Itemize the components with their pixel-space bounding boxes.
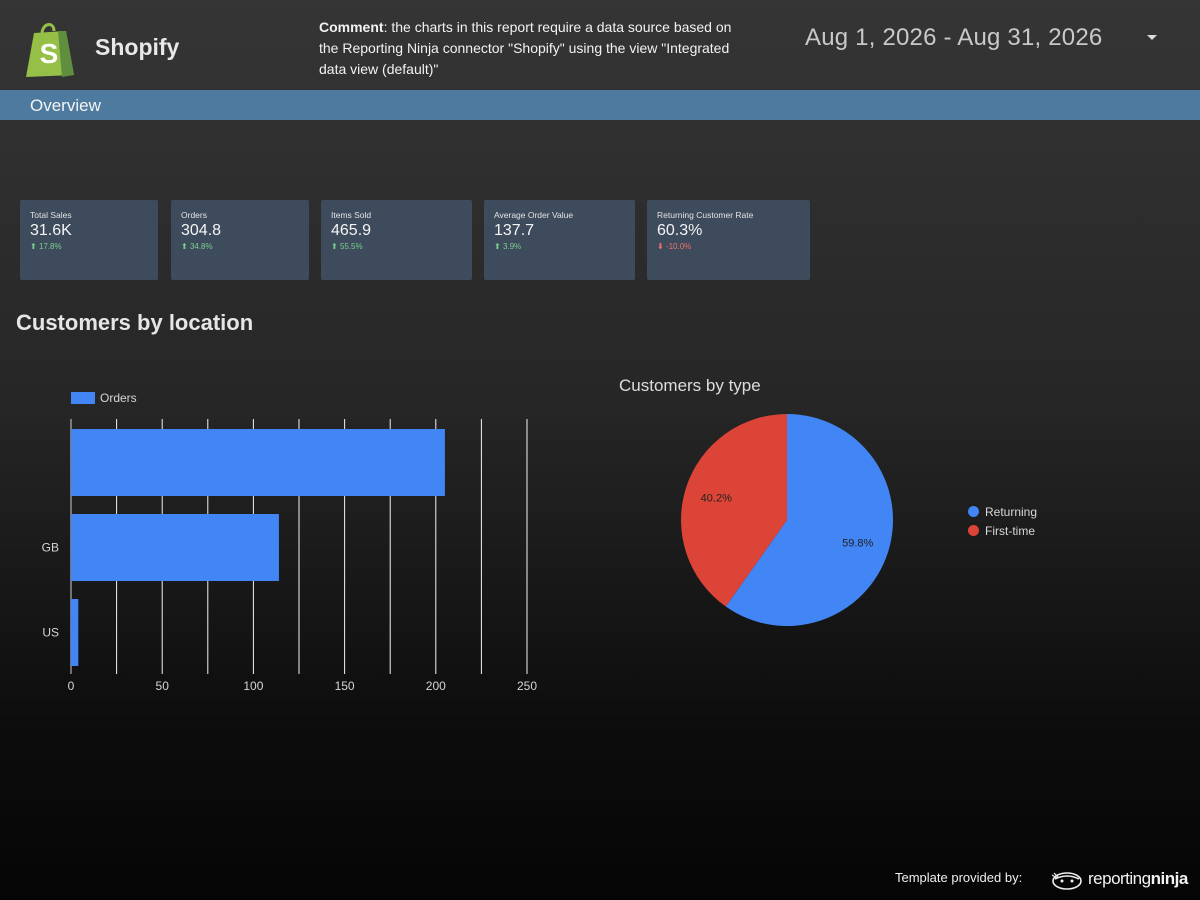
- shopify-bag-icon: S: [26, 23, 74, 77]
- report-comment: Comment: the charts in this report requi…: [319, 17, 739, 80]
- pie-slice-label: 40.2%: [701, 493, 732, 505]
- kpi-delta: ⬆ 34.8%: [181, 242, 299, 251]
- legend-item-returning[interactable]: Returning: [968, 502, 1037, 521]
- kpi-value: 31.6K: [30, 222, 72, 239]
- category-label: GB: [42, 541, 59, 555]
- comment-text: : the charts in this report require a da…: [319, 19, 732, 77]
- kpi-label: Returning Customer Rate: [657, 210, 754, 220]
- x-tick-label: 200: [426, 679, 446, 693]
- pie-slice-label: 59.8%: [842, 537, 873, 549]
- pie-chart-title: Customers by type: [619, 376, 761, 395]
- kpi-label: Orders: [181, 210, 207, 220]
- x-tick-label: 50: [156, 679, 170, 693]
- legend-label-orders: Orders: [100, 391, 137, 405]
- pie-legend: Returning First-time: [968, 502, 1037, 540]
- x-tick-label: 150: [335, 679, 355, 693]
- ninja-head-icon: [1051, 872, 1082, 890]
- bar-unlabeled[interactable]: [71, 429, 445, 496]
- x-tick-label: 250: [517, 679, 537, 693]
- logo-text-reporting: reporting: [1088, 869, 1151, 888]
- logo-text-ninja: ninja: [1150, 869, 1189, 888]
- kpi-card-average-order-value: Average Order Value 137.7 ⬆ 3.9%: [484, 200, 635, 280]
- arrow-up-icon: ⬆: [30, 242, 37, 251]
- tab-overview[interactable]: Overview: [30, 96, 101, 115]
- kpi-delta: ⬆ 17.8%: [30, 242, 148, 251]
- kpi-value: 137.7: [494, 222, 535, 239]
- kpi-card-total-sales: Total Sales 31.6K ⬆ 17.8%: [20, 200, 158, 280]
- kpi-delta: ⬆ 55.5%: [331, 242, 462, 251]
- chevron-down-icon[interactable]: [1147, 35, 1157, 40]
- kpi-value: 60.3%: [657, 222, 703, 239]
- section-title: Customers by location: [16, 310, 254, 335]
- legend-label: First-time: [985, 523, 1035, 538]
- legend-swatch-orders: [71, 392, 95, 404]
- kpi-delta-value: 17.8%: [38, 242, 62, 251]
- x-tick-label: 100: [243, 679, 263, 693]
- svg-text:S: S: [40, 38, 59, 69]
- bar-us[interactable]: [71, 599, 79, 666]
- bar-gb[interactable]: [71, 514, 279, 581]
- kpi-delta: ⬆ 3.9%: [494, 242, 625, 251]
- kpi-delta-value: 55.5%: [339, 242, 363, 251]
- reporting-ninja-logo[interactable]: reportingninja: [1050, 866, 1190, 892]
- pie-slice-returning[interactable]: [725, 414, 893, 626]
- kpi-value: 304.8: [181, 222, 222, 239]
- legend-swatch: [968, 525, 979, 536]
- category-label: US: [42, 626, 59, 640]
- kpi-label: Total Sales: [30, 210, 72, 220]
- kpi-delta-value: -10.0%: [665, 242, 692, 251]
- kpi-delta: ⬇ -10.0%: [657, 242, 800, 251]
- pie-slice-first-time[interactable]: [680, 414, 787, 607]
- kpi-card-returning-customer-rate: Returning Customer Rate 60.3% ⬇ -10.0%: [647, 200, 810, 280]
- orders-by-location-bar-chart: Orders GB US 0 50 100 150 200 250: [42, 391, 538, 693]
- kpi-card-orders: Orders 304.8 ⬆ 34.8%: [171, 200, 309, 280]
- arrow-down-icon: ⬇: [657, 242, 664, 251]
- kpi-label: Average Order Value: [494, 210, 574, 220]
- x-tick-label: 0: [68, 679, 75, 693]
- arrow-up-icon: ⬆: [494, 242, 501, 251]
- date-range-picker[interactable]: Aug 1, 2026 - Aug 31, 2026: [805, 24, 1103, 51]
- kpi-label: Items Sold: [331, 210, 372, 220]
- kpi-delta-value: 34.8%: [189, 242, 213, 251]
- arrow-up-icon: ⬆: [181, 242, 188, 251]
- kpi-value: 465.9: [331, 222, 372, 239]
- kpi-delta-value: 3.9%: [502, 242, 522, 251]
- arrow-up-icon: ⬆: [331, 242, 338, 251]
- legend-item-first-time[interactable]: First-time: [968, 521, 1037, 540]
- brand-name: Shopify: [95, 34, 180, 60]
- template-credit-label: Template provided by:: [895, 870, 1023, 885]
- legend-label: Returning: [985, 504, 1038, 519]
- page-nav-bar: Overview: [0, 90, 1200, 120]
- report-header: S Shopify Comment: the charts in this re…: [0, 0, 1200, 90]
- kpi-card-items-sold: Items Sold 465.9 ⬆ 55.5%: [321, 200, 472, 280]
- customers-by-type-pie-chart: 59.8% 40.2%: [680, 414, 893, 626]
- legend-swatch: [968, 506, 979, 517]
- comment-bold-label: Comment: [319, 19, 384, 35]
